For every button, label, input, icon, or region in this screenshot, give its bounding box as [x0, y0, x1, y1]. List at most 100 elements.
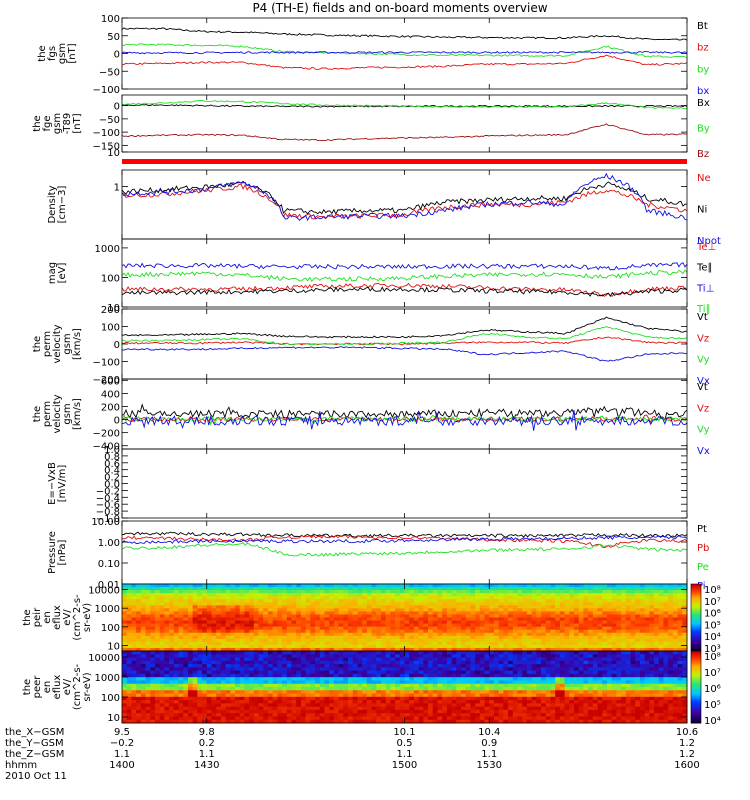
spectrogram-cell: [300, 693, 307, 698]
spectrogram-cell: [263, 596, 269, 600]
spectrogram-cell: [169, 590, 175, 594]
spectrogram-cell: [178, 673, 184, 678]
spectrogram-cell: [536, 719, 542, 724]
spectrogram-cell: [253, 620, 259, 624]
y-axis-label: (cm^2-s-: [72, 594, 83, 641]
spectrogram-cell: [536, 593, 542, 597]
spectrogram-cell: [541, 716, 547, 721]
spectrogram-cell: [611, 632, 617, 637]
spectrogram-cell: [230, 713, 236, 717]
spectrogram-cell: [183, 632, 189, 637]
spectrogram-cell: [517, 641, 523, 646]
spectrogram-cell: [432, 660, 438, 665]
spectrogram-cell: [173, 673, 179, 678]
spectrogram-cell: [131, 626, 137, 631]
spectrogram-cell: [305, 638, 311, 643]
spectrogram-cell: [390, 660, 396, 665]
spectrogram-cell: [362, 680, 368, 685]
spectrogram-cell: [258, 709, 264, 714]
spectrogram-cell: [126, 584, 132, 588]
spectrogram-cell: [154, 706, 161, 711]
spectrogram-cell: [437, 700, 443, 704]
spectrogram-cell: [315, 700, 321, 704]
spectrogram-cell: [371, 617, 377, 621]
spectrogram-cell: [352, 719, 358, 724]
spectrogram-cell: [404, 713, 410, 717]
series-line-blue: [121, 51, 688, 55]
spectrogram-cell: [526, 719, 533, 724]
spectrogram-cell: [343, 657, 349, 662]
spectrogram-cell: [291, 596, 297, 600]
spectrogram-cell: [446, 599, 452, 603]
spectrogram-cell: [291, 632, 297, 637]
spectrogram-cell: [555, 647, 561, 652]
spectrogram-cell: [611, 623, 617, 628]
spectrogram-cell: [164, 716, 170, 721]
spectrogram-cell: [522, 623, 528, 628]
spectrogram-cell: [423, 713, 429, 717]
spectrogram-cell: [362, 629, 368, 634]
spectrogram-cell: [319, 700, 325, 704]
spectrogram-cell: [333, 657, 339, 662]
spectrogram-cell: [526, 596, 533, 600]
spectrogram-cell: [541, 590, 547, 594]
colorbar-step: [691, 587, 701, 590]
spectrogram-cell: [522, 584, 528, 588]
spectrogram-cell: [498, 632, 504, 637]
spectrogram-cell: [503, 605, 509, 609]
spectrogram-cell: [423, 687, 429, 691]
spectrogram-cell: [333, 673, 339, 678]
spectrogram-cell: [154, 654, 161, 658]
spectrogram-cell: [329, 641, 335, 646]
spectrogram-cell: [380, 677, 387, 681]
spectrogram-cell: [583, 584, 589, 588]
spectrogram-cell: [220, 651, 226, 655]
spectrogram-cell: [654, 638, 660, 643]
spectrogram-cell: [432, 587, 438, 591]
spectrogram-cell: [503, 647, 509, 652]
spectrogram-cell: [164, 593, 170, 597]
spectrogram-cell: [329, 644, 335, 649]
spectrogram-cell: [428, 623, 434, 628]
spectrogram-cell: [418, 709, 424, 714]
spectrogram-cell: [225, 664, 231, 668]
spectrogram-cell: [206, 644, 212, 649]
spectrogram-cell: [508, 641, 514, 646]
spectrogram-cell: [315, 641, 321, 646]
spectrogram-cell: [187, 670, 194, 675]
spectrogram-cell: [348, 654, 354, 658]
spectrogram-cell: [220, 632, 226, 637]
colorbar-step: [691, 590, 701, 593]
spectrogram-cell: [282, 703, 288, 708]
spectrogram-cell: [559, 638, 565, 643]
spectrogram-cell: [526, 693, 533, 698]
spectrogram-cell: [324, 696, 330, 701]
spectrogram-cell: [253, 657, 259, 662]
spectrogram-cell: [136, 713, 142, 717]
spectrogram-cell: [385, 617, 391, 621]
spectrogram-cell: [136, 696, 142, 701]
spectrogram-cell: [437, 713, 443, 717]
spectrogram-cell: [635, 590, 641, 594]
spectrogram-cell: [451, 584, 457, 588]
spectrogram-cell: [348, 617, 354, 621]
spectrogram-cell: [211, 716, 217, 721]
spectrogram-cell: [479, 614, 485, 618]
spectrogram-cell: [315, 696, 321, 701]
spectrogram-cell: [428, 599, 434, 603]
spectrogram-cell: [230, 584, 236, 588]
spectrogram-cell: [541, 660, 547, 665]
spectrogram-cell: [517, 716, 523, 721]
spectrogram-cell: [385, 590, 391, 594]
spectrogram-cell: [517, 635, 523, 640]
spectrogram-cell: [588, 644, 594, 649]
spectrogram-cell: [564, 605, 570, 609]
spectrogram-cell: [310, 709, 316, 714]
spectrogram-cell: [437, 693, 443, 698]
spectrogram-cell: [357, 614, 363, 618]
spectrogram-cell: [300, 629, 307, 634]
spectrogram-cell: [253, 614, 259, 618]
spectrogram-cell: [437, 596, 443, 600]
spectrogram-cell: [315, 687, 321, 691]
spectrogram-cell: [493, 641, 500, 646]
